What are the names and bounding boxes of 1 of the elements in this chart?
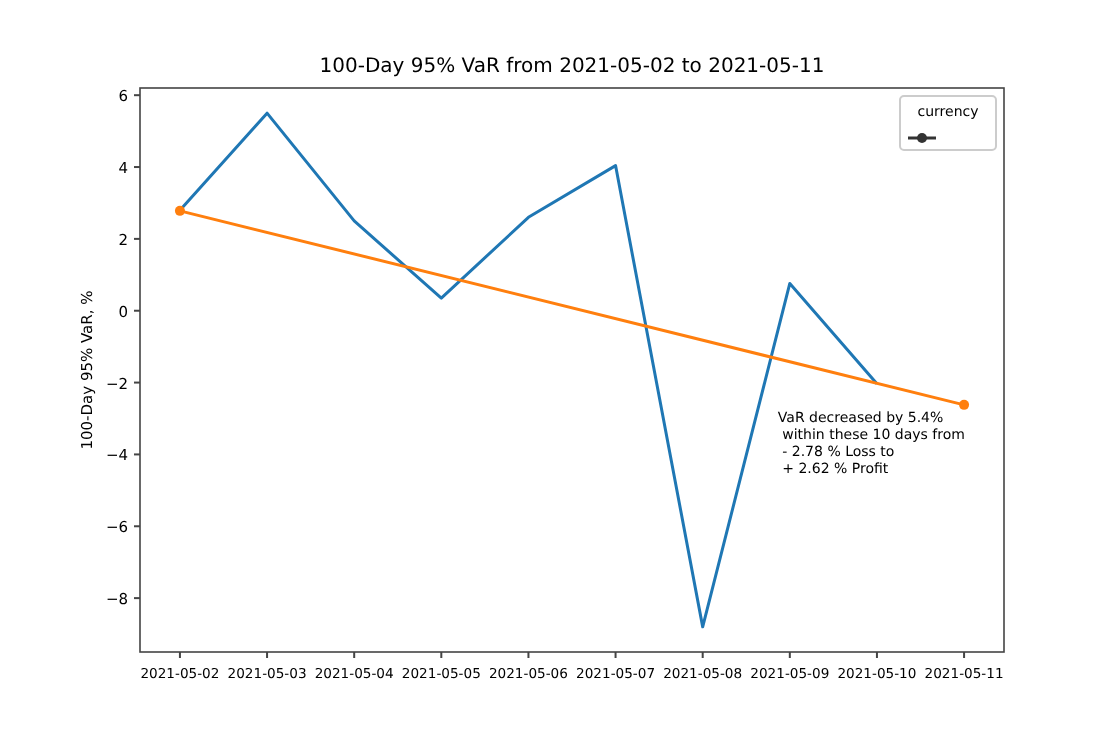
chart-title: 100-Day 95% VaR from 2021-05-02 to 2021-05-11 (319, 56, 825, 78)
